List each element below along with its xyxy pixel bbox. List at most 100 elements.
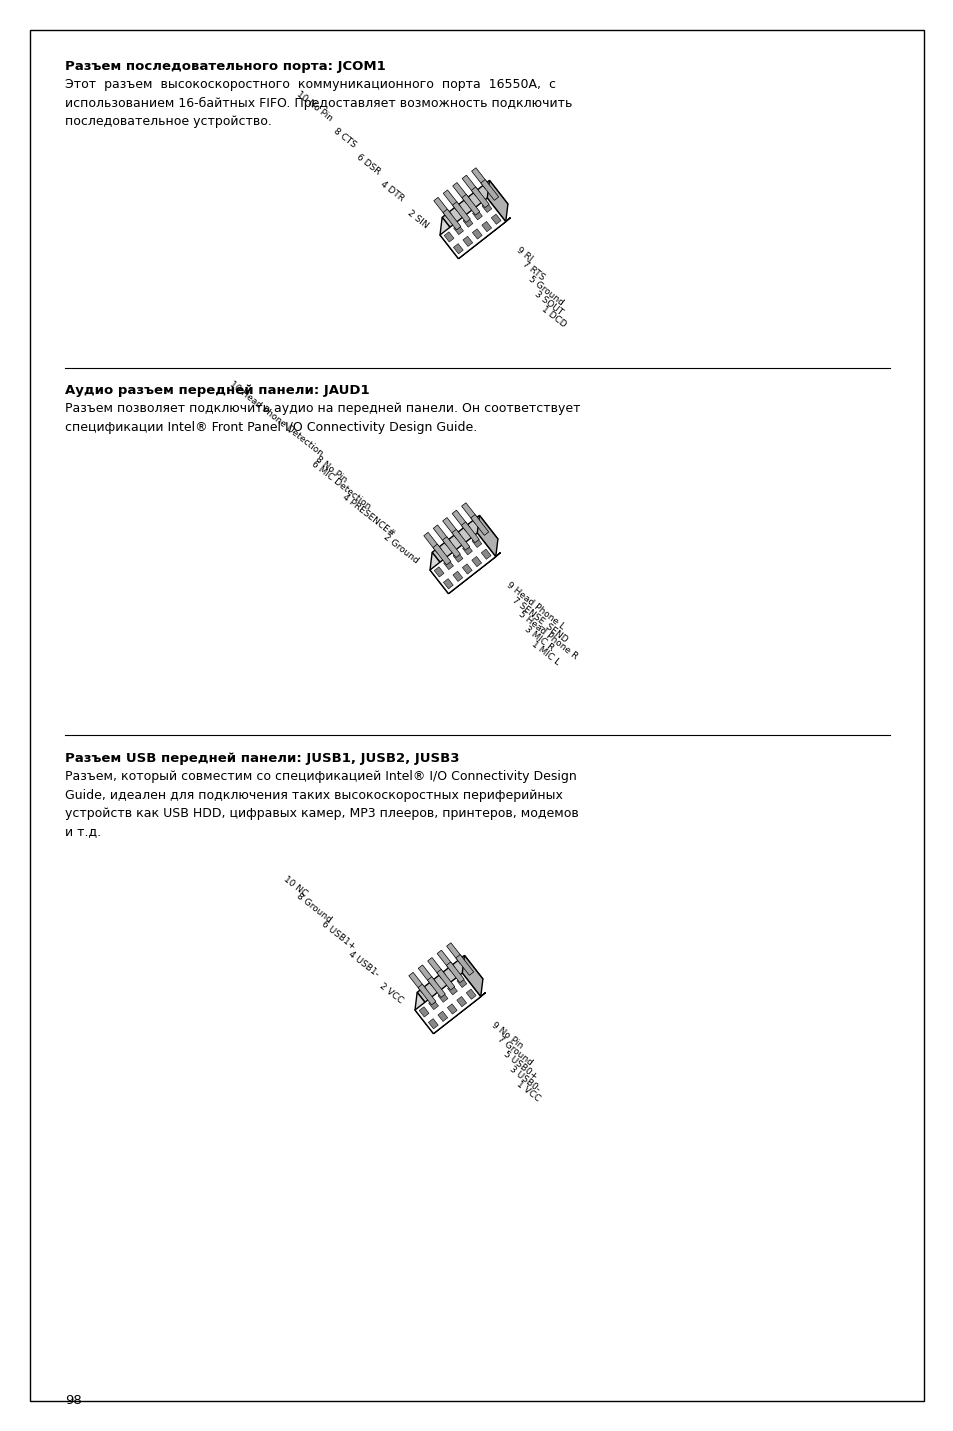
Polygon shape (466, 989, 476, 999)
Text: Разъем позволяет подключить аудио на передней панели. Он соответствует
специфика: Разъем позволяет подключить аудио на пер… (65, 402, 579, 434)
Polygon shape (433, 525, 451, 545)
Text: 6 MIC Detection: 6 MIC Detection (309, 459, 372, 511)
Polygon shape (30, 30, 923, 1401)
Polygon shape (436, 969, 455, 990)
Polygon shape (461, 195, 479, 215)
Polygon shape (446, 943, 464, 963)
Polygon shape (415, 992, 436, 1033)
Polygon shape (452, 529, 469, 550)
Polygon shape (458, 218, 510, 259)
Polygon shape (462, 545, 472, 555)
Polygon shape (480, 180, 498, 200)
Polygon shape (456, 977, 466, 987)
Text: 10 Head Phone Detection: 10 Head Phone Detection (227, 379, 324, 458)
Polygon shape (462, 218, 473, 228)
Polygon shape (437, 1012, 447, 1022)
Text: 10 No Pin: 10 No Pin (294, 90, 334, 123)
Polygon shape (408, 972, 426, 993)
Polygon shape (428, 999, 438, 1010)
Polygon shape (462, 956, 482, 997)
Text: 3 MIC R: 3 MIC R (522, 625, 556, 653)
Text: 6 DSR: 6 DSR (355, 153, 382, 176)
Polygon shape (442, 209, 460, 230)
Polygon shape (439, 197, 505, 259)
Polygon shape (447, 1005, 456, 1015)
Polygon shape (471, 167, 489, 189)
Polygon shape (472, 557, 481, 567)
Text: 98: 98 (65, 1394, 82, 1407)
Polygon shape (462, 564, 472, 574)
Polygon shape (472, 537, 481, 548)
Text: 2 Ground: 2 Ground (381, 532, 419, 565)
Polygon shape (471, 187, 489, 207)
Polygon shape (453, 243, 463, 253)
Polygon shape (462, 236, 473, 246)
Text: Разъем USB передней панели: JUSB1, JUSB2, JUSB3: Разъем USB передней панели: JUSB1, JUSB2… (65, 753, 459, 766)
Polygon shape (453, 571, 462, 581)
Polygon shape (481, 202, 492, 212)
Polygon shape (416, 956, 482, 1016)
Text: Разъем, который совместим со спецификацией Intel® I/O Connectivity Design
Guide,: Разъем, который совместим со спецификаци… (65, 770, 578, 839)
Text: 8 No Pin: 8 No Pin (313, 455, 348, 485)
Text: 4 USB1-: 4 USB1- (347, 949, 380, 979)
Text: 6 USB1+: 6 USB1+ (319, 920, 356, 952)
Polygon shape (443, 190, 460, 210)
Text: 7 Ground: 7 Ground (496, 1035, 534, 1068)
Text: Аудио разъем передней панели: JAUD1: Аудио разъем передней панели: JAUD1 (65, 384, 369, 396)
Text: 2 VCC: 2 VCC (377, 982, 405, 1005)
Text: 1 VCC: 1 VCC (514, 1079, 540, 1103)
Polygon shape (461, 522, 478, 542)
Polygon shape (472, 229, 481, 239)
Text: 8 Ground: 8 Ground (294, 892, 333, 924)
Text: 5 USB0+: 5 USB0+ (501, 1050, 538, 1082)
Polygon shape (441, 180, 507, 240)
Polygon shape (454, 225, 463, 235)
Text: 2 SIN: 2 SIN (405, 209, 430, 230)
Polygon shape (452, 511, 470, 531)
Polygon shape (430, 552, 450, 594)
Polygon shape (476, 515, 497, 557)
Polygon shape (472, 210, 482, 220)
Text: 7 SENSE_SEND: 7 SENSE_SEND (511, 595, 569, 644)
Polygon shape (442, 518, 460, 538)
Polygon shape (436, 950, 455, 970)
Polygon shape (433, 544, 451, 565)
Polygon shape (452, 202, 470, 222)
Polygon shape (444, 232, 454, 242)
Polygon shape (430, 534, 496, 594)
Text: 5 Ground: 5 Ground (527, 275, 565, 308)
Text: 9 Head Phone L: 9 Head Phone L (504, 580, 566, 631)
Text: 10 NC: 10 NC (282, 874, 309, 899)
Polygon shape (432, 515, 497, 575)
Polygon shape (437, 992, 448, 1002)
Polygon shape (453, 552, 462, 562)
Polygon shape (471, 515, 488, 535)
Polygon shape (456, 996, 466, 1006)
Polygon shape (456, 954, 474, 976)
Polygon shape (481, 222, 491, 232)
Text: 1 MIC L: 1 MIC L (529, 640, 560, 667)
Text: Разъем последовательного порта: JCOM1: Разъем последовательного порта: JCOM1 (65, 60, 385, 73)
Polygon shape (428, 1019, 437, 1029)
Polygon shape (433, 993, 485, 1033)
Polygon shape (434, 567, 443, 577)
Polygon shape (461, 502, 479, 524)
Text: 9 No Pin: 9 No Pin (490, 1020, 524, 1050)
Text: 3 USB0-: 3 USB0- (508, 1065, 541, 1093)
Text: 9 RI: 9 RI (515, 245, 534, 263)
Polygon shape (415, 973, 480, 1033)
Text: Этот  разъем  высокоскоростного  коммуникационного  порта  16550A,  с
использова: Этот разъем высокоскоростного коммуникац… (65, 79, 572, 129)
Text: 1 DCD: 1 DCD (538, 305, 567, 329)
Polygon shape (446, 962, 464, 983)
Text: 4 PRESENCE#: 4 PRESENCE# (340, 492, 395, 538)
Polygon shape (417, 985, 436, 1005)
Polygon shape (443, 578, 453, 588)
Polygon shape (461, 175, 479, 196)
Polygon shape (427, 957, 445, 979)
Polygon shape (487, 180, 507, 222)
Text: 8 CTS: 8 CTS (332, 127, 357, 150)
Text: 5 Head Phone R: 5 Head Phone R (517, 610, 579, 661)
Polygon shape (423, 532, 441, 552)
Text: 4 DTR: 4 DTR (379, 179, 406, 203)
Polygon shape (442, 537, 460, 558)
